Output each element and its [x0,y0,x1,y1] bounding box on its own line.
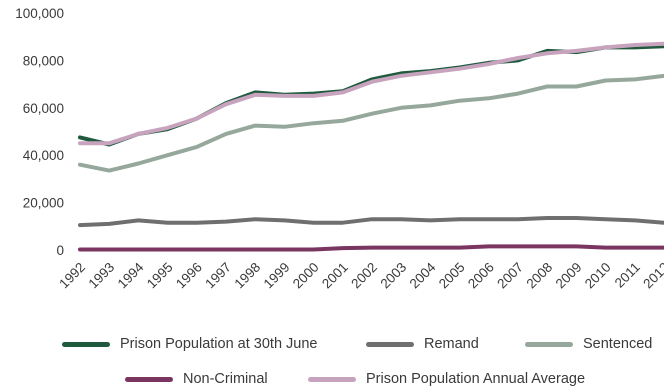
series-lines [78,41,664,252]
series-line-prison-population-annual-average [78,41,664,146]
y-axis: 0 20,000 40,000 60,000 80,000 100,000 [15,6,64,258]
y-tick-label: 60,000 [23,101,64,116]
x-tick-label: 1992 [56,260,88,292]
x-axis: 1992199319941995199619971998199920002001… [56,259,664,291]
x-tick-label: 2009 [553,260,585,292]
y-tick-label: 80,000 [23,53,64,68]
x-tick-label: 2000 [290,260,322,292]
x-tick-label: 2003 [377,260,409,292]
x-tick-label: 1999 [261,260,293,292]
x-tick-label: 2007 [494,260,526,292]
y-tick-label: 40,000 [23,148,64,163]
x-tick-label: 2005 [436,260,468,292]
series-line-non-criminal [78,244,664,252]
y-tick-label: 0 [56,243,64,258]
x-tick-label: 1998 [231,260,263,292]
x-tick-label: 2012 [640,260,664,292]
x-tick-label: 2010 [582,260,614,292]
x-tick-label: 2008 [523,260,555,292]
x-tick-label: 2002 [348,260,380,292]
x-tick-label: 1996 [173,260,205,292]
x-tick-label: 1994 [115,259,147,291]
x-tick-label: 2006 [465,260,497,292]
x-tick-label: 2004 [407,259,439,291]
series-line-sentenced [78,73,664,173]
y-tick-label: 100,000 [15,6,64,21]
x-tick-label: 1995 [144,260,176,292]
series-line-remand [78,216,664,228]
x-tick-label: 1993 [85,260,117,292]
x-tick-label: 2011 [612,260,643,291]
x-tick-label: 1997 [202,260,234,292]
x-tick-label: 2001 [319,260,351,292]
y-tick-label: 20,000 [23,196,64,211]
